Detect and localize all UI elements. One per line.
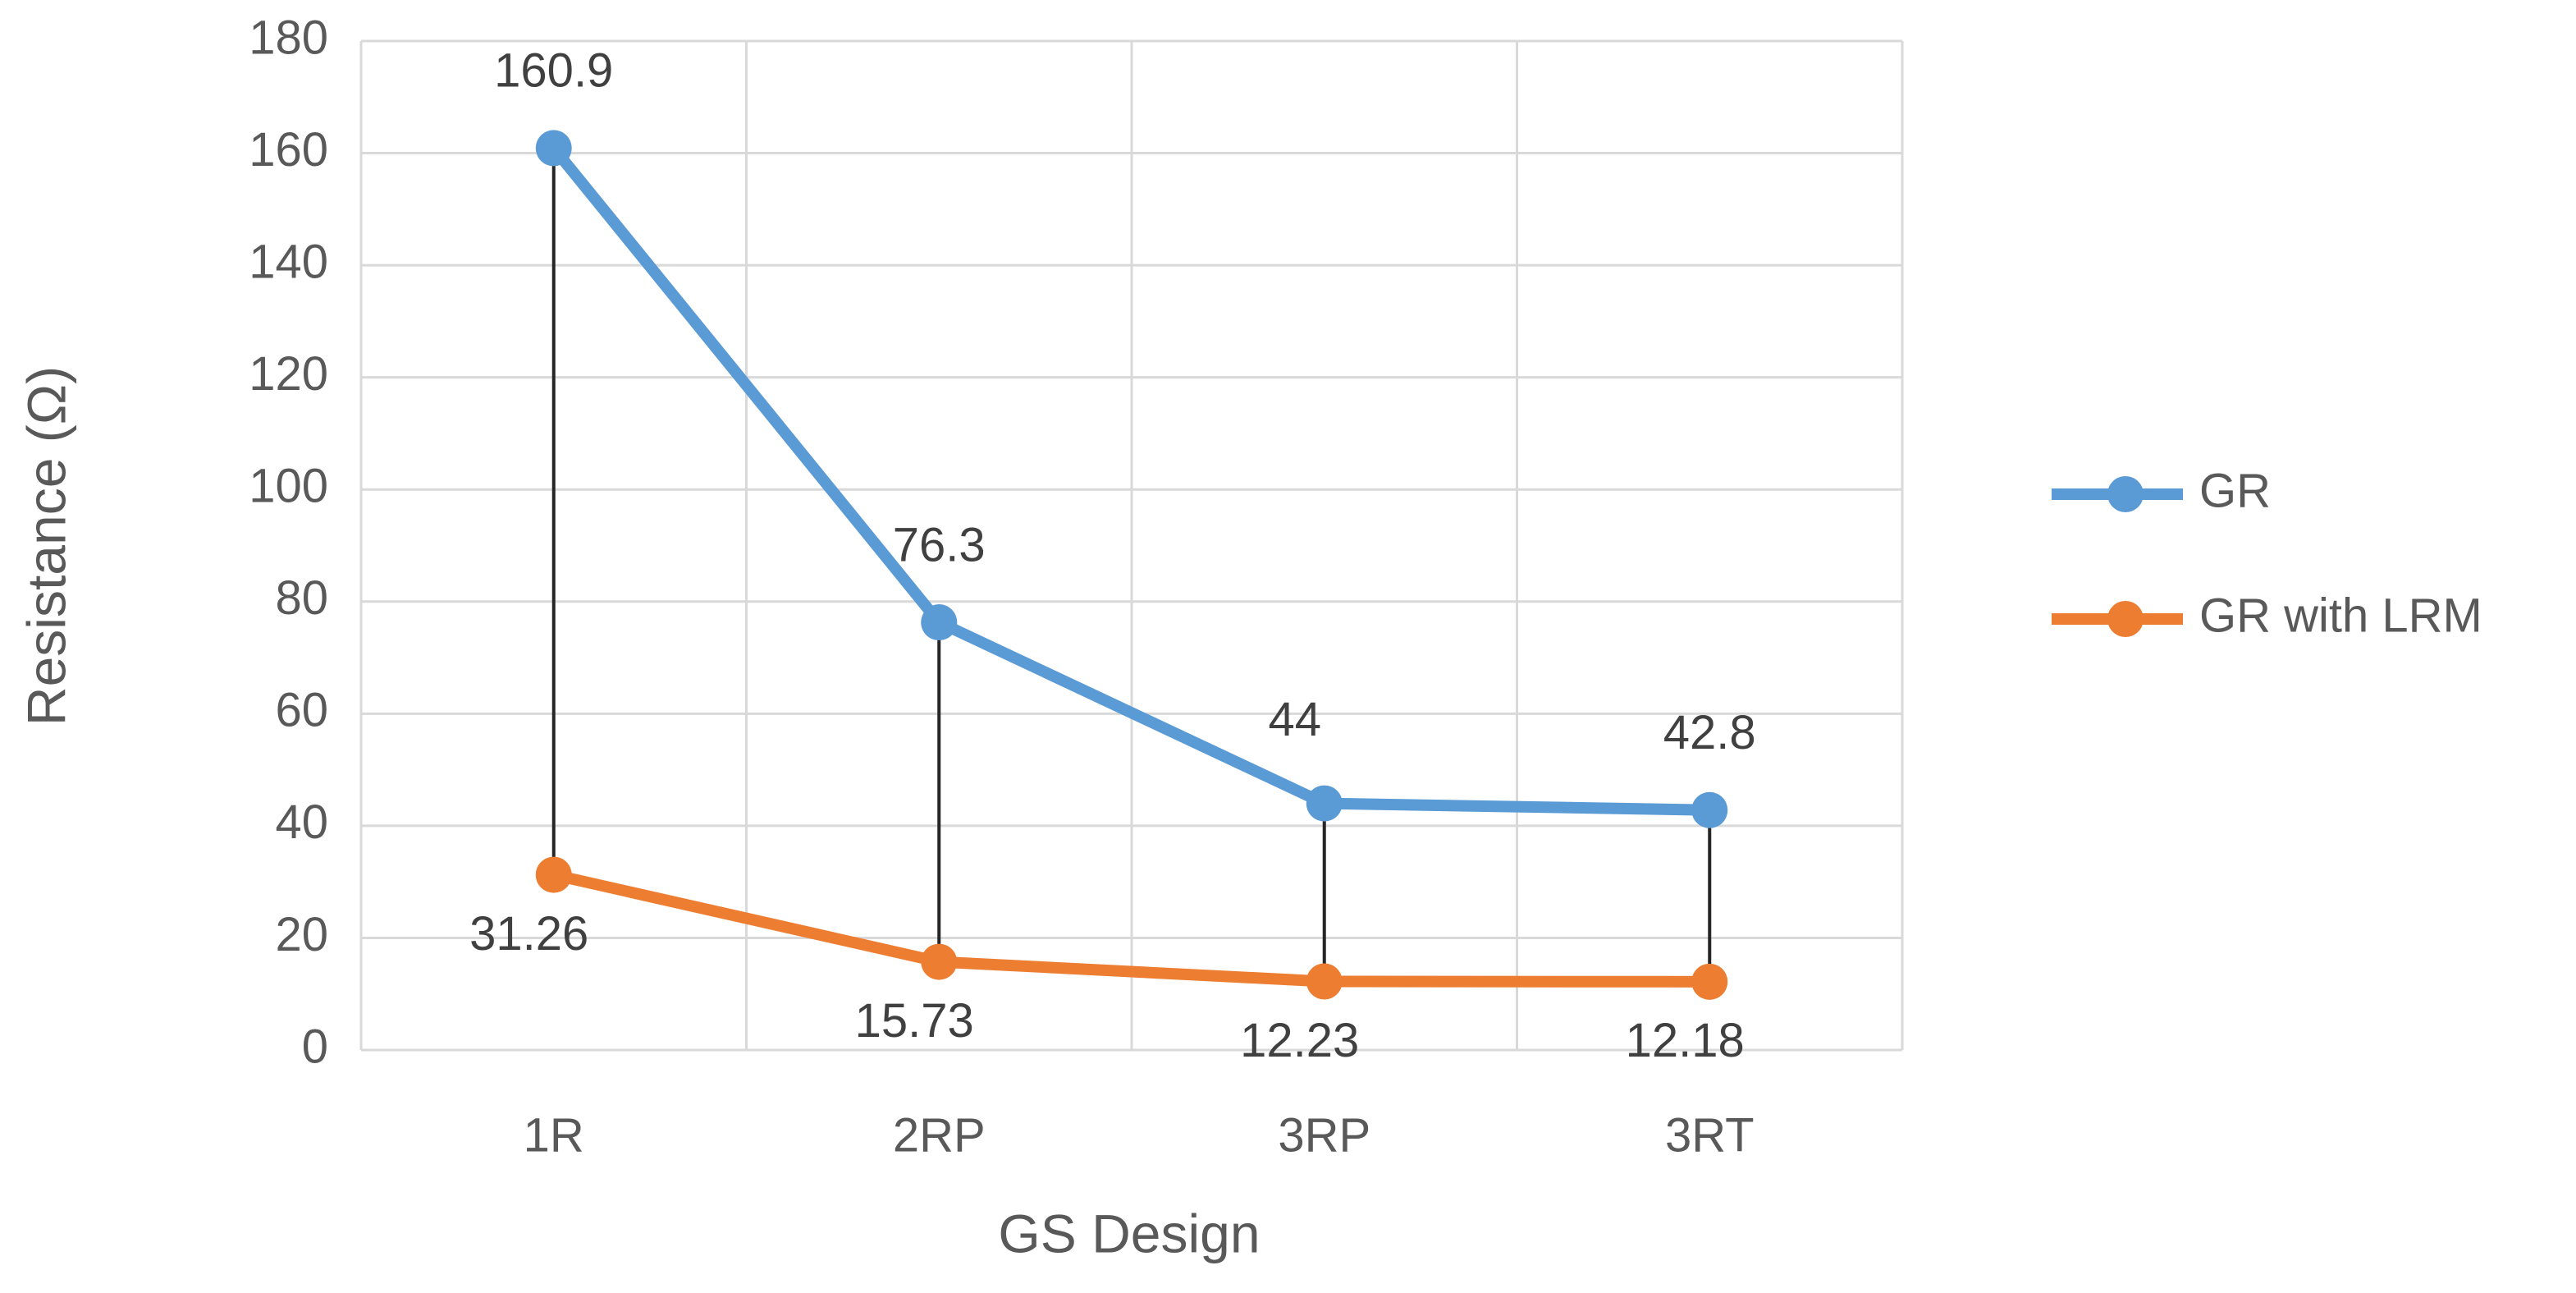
x-tick-label: 3RT <box>1665 1108 1755 1162</box>
series-line <box>552 869 1710 988</box>
y-axis-title: Resistance (Ω) <box>16 366 76 726</box>
legend-marker <box>2107 476 2144 512</box>
point <box>1691 963 1728 1000</box>
x-tick-label: 2RP <box>893 1108 986 1162</box>
data-label: 31.26 <box>469 907 588 961</box>
y-tick-label: 160 <box>249 123 328 177</box>
legend-label: GR with LRM <box>2199 589 2482 642</box>
series-line <box>549 144 1710 816</box>
y-tick-label: 140 <box>249 235 328 288</box>
point <box>921 604 958 641</box>
point <box>1306 963 1343 1000</box>
y-tick-label: 40 <box>275 796 328 849</box>
point <box>535 130 572 167</box>
x-axis-title: GS Design <box>998 1203 1260 1263</box>
point <box>921 943 958 980</box>
data-label: 160.9 <box>494 44 613 98</box>
data-label: 76.3 <box>893 518 986 571</box>
y-tick-label: 0 <box>302 1020 328 1073</box>
x-tick-label: 1R <box>524 1108 584 1162</box>
x-tick-label: 3RP <box>1278 1108 1370 1162</box>
y-tick-label: 180 <box>249 11 328 64</box>
point <box>535 856 572 893</box>
y-tick-label: 80 <box>275 571 328 625</box>
y-tick-label: 120 <box>249 347 328 401</box>
point <box>1691 791 1728 828</box>
legend-label: GR <box>2199 464 2271 517</box>
point <box>1306 785 1343 822</box>
data-label: 44 <box>1268 693 1321 746</box>
y-tick-label: 20 <box>275 908 328 961</box>
data-label: 15.73 <box>855 994 974 1048</box>
data-label: 42.8 <box>1663 706 1756 759</box>
y-tick-label: 100 <box>249 460 328 513</box>
y-tick-label: 60 <box>275 684 328 737</box>
data-label: 12.23 <box>1240 1014 1359 1067</box>
data-label: 12.18 <box>1626 1014 1745 1067</box>
legend-marker <box>2107 601 2144 637</box>
